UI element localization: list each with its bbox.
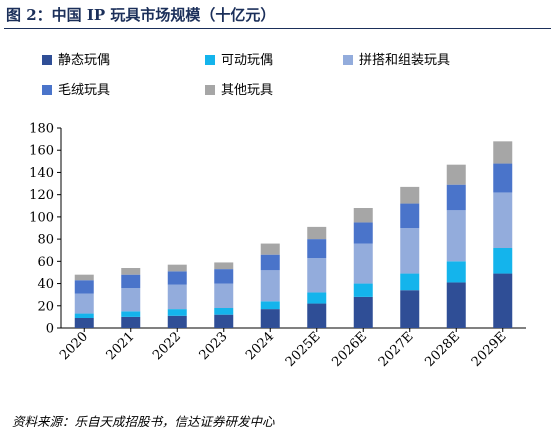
y-tick-label: 120 bbox=[29, 188, 54, 203]
bar-segment bbox=[167, 309, 187, 316]
bar-segment bbox=[214, 262, 234, 270]
x-tick-label: 2025E bbox=[283, 329, 324, 370]
bar-segment bbox=[214, 308, 234, 315]
x-tick-label: 2024 bbox=[243, 329, 277, 363]
bar-segment bbox=[446, 184, 466, 211]
bar-segment bbox=[121, 274, 141, 288]
x-tick-label: 2029E bbox=[469, 329, 510, 370]
bar-segment bbox=[121, 311, 141, 317]
bar-segment bbox=[400, 290, 420, 328]
y-tick-label: 80 bbox=[37, 233, 54, 248]
bar-segment bbox=[446, 210, 466, 262]
bar-segment bbox=[167, 264, 187, 272]
legend-label-5: 其他玩具 bbox=[221, 83, 273, 98]
y-tick-label: 20 bbox=[37, 299, 54, 314]
x-tick-label: 2020 bbox=[57, 329, 91, 363]
bar-segment bbox=[74, 318, 94, 328]
bar-segment bbox=[214, 283, 234, 308]
bar-segment bbox=[167, 271, 187, 285]
x-tick-label: 2028E bbox=[422, 329, 463, 370]
bar-segment bbox=[121, 268, 141, 275]
chart-title: 图 2：中国 IP 玩具市场规模（十亿元） bbox=[6, 6, 276, 24]
bar-segment bbox=[493, 273, 513, 328]
bar-segment bbox=[493, 141, 513, 164]
legend-label-4: 毛绒玩具 bbox=[58, 83, 110, 98]
bar-segment bbox=[493, 192, 513, 248]
y-tick-label: 60 bbox=[37, 255, 54, 270]
legend-swatch-5 bbox=[205, 85, 215, 95]
bar-segment bbox=[493, 163, 513, 193]
bar-segment bbox=[260, 243, 280, 255]
x-tick-label: 2026E bbox=[329, 329, 370, 370]
legend-swatch-1 bbox=[42, 55, 52, 65]
bar-segment bbox=[353, 208, 373, 223]
legend-label-2: 可动玩偶 bbox=[221, 53, 273, 68]
y-tick-label: 100 bbox=[29, 210, 54, 225]
bar-segment bbox=[307, 292, 327, 304]
legend-label-3: 拼搭和组装玩具 bbox=[359, 52, 450, 68]
bar-segment bbox=[307, 239, 327, 258]
bar-segment bbox=[121, 316, 141, 328]
bar-segment bbox=[74, 293, 94, 314]
bar-segment bbox=[307, 226, 327, 240]
bar-segment bbox=[446, 282, 466, 328]
bar-segment bbox=[167, 284, 187, 310]
bar-segment bbox=[446, 164, 466, 185]
bar-segment bbox=[400, 186, 420, 204]
bar-segment bbox=[353, 243, 373, 284]
bar-segment bbox=[446, 261, 466, 283]
bar-segment bbox=[400, 273, 420, 291]
bar-segment bbox=[400, 203, 420, 228]
bar-segment bbox=[353, 222, 373, 244]
source-note: 资料来源：乐自天成招股书，信达证券研发中心 bbox=[12, 414, 275, 429]
chart-area: 静态玩偶 可动玩偶 拼搭和组装玩具毛绒玩具 其他玩具 0 20 40 60 80 100 120 14… bbox=[0, 40, 555, 400]
legend-swatch-3 bbox=[343, 55, 353, 65]
y-tick-label: 180 bbox=[29, 122, 54, 137]
bar-segment bbox=[307, 303, 327, 328]
bar-segment bbox=[400, 228, 420, 274]
bar-segment bbox=[74, 313, 94, 318]
x-tick-label: 2022 bbox=[150, 329, 184, 363]
bar-segment bbox=[214, 314, 234, 328]
bar-segment bbox=[74, 274, 94, 281]
bar-segment bbox=[260, 270, 280, 302]
bar-segment bbox=[353, 296, 373, 328]
legend-swatch-2 bbox=[205, 55, 215, 65]
bar-segment bbox=[307, 258, 327, 293]
bar-segment bbox=[260, 254, 280, 271]
bar-segment bbox=[260, 309, 280, 328]
x-tick-label: 2023 bbox=[197, 329, 231, 363]
y-tick-label: 140 bbox=[29, 166, 54, 181]
x-tick-label: 2027E bbox=[376, 329, 417, 370]
bar-segment bbox=[121, 288, 141, 312]
y-tick-label: 160 bbox=[29, 144, 54, 159]
legend-swatch-4 bbox=[42, 85, 52, 95]
bar-segment bbox=[74, 280, 94, 294]
bar-segment bbox=[214, 269, 234, 284]
y-tick-label: 40 bbox=[37, 277, 54, 292]
x-tick-label: 2021 bbox=[104, 329, 138, 363]
y-tick-label: 0 bbox=[46, 322, 54, 337]
bar-segment bbox=[260, 301, 280, 310]
title-divider bbox=[4, 28, 551, 29]
legend-label-1: 静态玩偶 bbox=[58, 53, 110, 68]
bar-segment bbox=[493, 248, 513, 274]
bar-segment bbox=[353, 283, 373, 297]
bar-segment bbox=[167, 315, 187, 328]
